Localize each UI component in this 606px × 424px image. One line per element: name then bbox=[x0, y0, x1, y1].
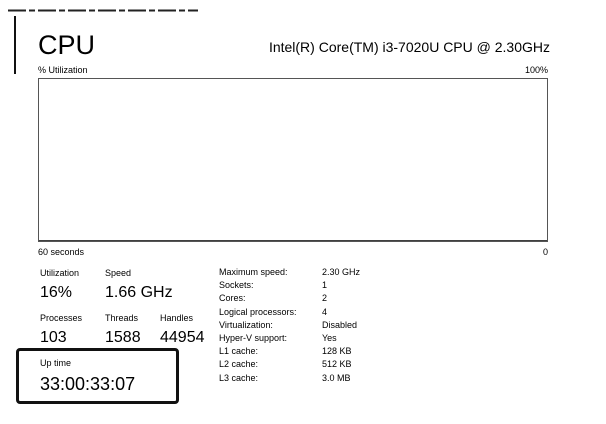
cpu-utilization-chart bbox=[39, 240, 547, 241]
spec-value: Yes bbox=[322, 333, 337, 343]
handles-label: Handles bbox=[160, 313, 194, 323]
spec-value: 4 bbox=[322, 306, 328, 317]
spec-label: Hyper-V support: bbox=[219, 333, 288, 343]
spec-value: 1 bbox=[322, 280, 328, 291]
spec-label: L1 cache: bbox=[219, 346, 259, 357]
spec-value: 512 KB bbox=[322, 359, 352, 370]
spec-value: 128 KB bbox=[322, 346, 352, 357]
graph-y-label: % Utilization bbox=[38, 65, 88, 75]
processes-value: 103 bbox=[40, 329, 67, 346]
graph-x-left-label: 60 seconds bbox=[38, 247, 85, 257]
cpu-model-name: Intel(R) Core(TM) i3-7020U CPU @ 2.30GHz bbox=[268, 39, 550, 55]
window-title-strip-graphic bbox=[8, 9, 198, 12]
spec-value: 2.30 GHz bbox=[322, 267, 361, 277]
spec-label: Logical processors: bbox=[219, 306, 297, 317]
speed-label: Speed bbox=[105, 268, 132, 278]
speed-value: 1.66 GHz bbox=[105, 284, 173, 301]
graph-y-max-label: 100% bbox=[524, 65, 548, 75]
spec-value: 3.0 MB bbox=[322, 372, 351, 383]
cpu-utilization-graph bbox=[38, 78, 548, 242]
threads-label: Threads bbox=[105, 313, 139, 323]
spec-label: Cores: bbox=[219, 293, 246, 304]
spec-value: 2 bbox=[322, 293, 328, 304]
spec-label: Maximum speed: bbox=[219, 267, 288, 277]
spec-label: L3 cache: bbox=[219, 372, 259, 383]
uptime-label: Up time bbox=[40, 358, 72, 368]
threads-value: 1588 bbox=[105, 329, 141, 346]
utilization-label: Utilization bbox=[40, 268, 80, 278]
uptime-value: 33:00:33:07 bbox=[40, 374, 136, 394]
section-divider bbox=[14, 16, 16, 74]
spec-label: Sockets: bbox=[219, 280, 254, 291]
processes-label: Processes bbox=[40, 313, 83, 323]
spec-value: Disabled bbox=[322, 319, 358, 330]
uptime-highlight-box bbox=[16, 348, 179, 404]
spec-label: Virtualization: bbox=[219, 319, 273, 330]
window-title-strip bbox=[8, 8, 198, 13]
spec-label: L2 cache: bbox=[219, 359, 259, 370]
graph-x-right-label: 0 bbox=[542, 247, 548, 257]
page-title: CPU bbox=[38, 30, 96, 60]
handles-value: 44954 bbox=[160, 329, 205, 346]
utilization-value: 16% bbox=[40, 284, 73, 301]
